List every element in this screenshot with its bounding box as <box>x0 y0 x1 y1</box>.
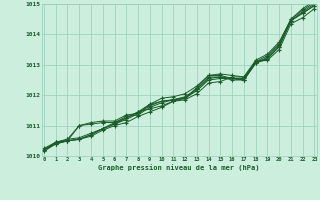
X-axis label: Graphe pression niveau de la mer (hPa): Graphe pression niveau de la mer (hPa) <box>99 164 260 171</box>
